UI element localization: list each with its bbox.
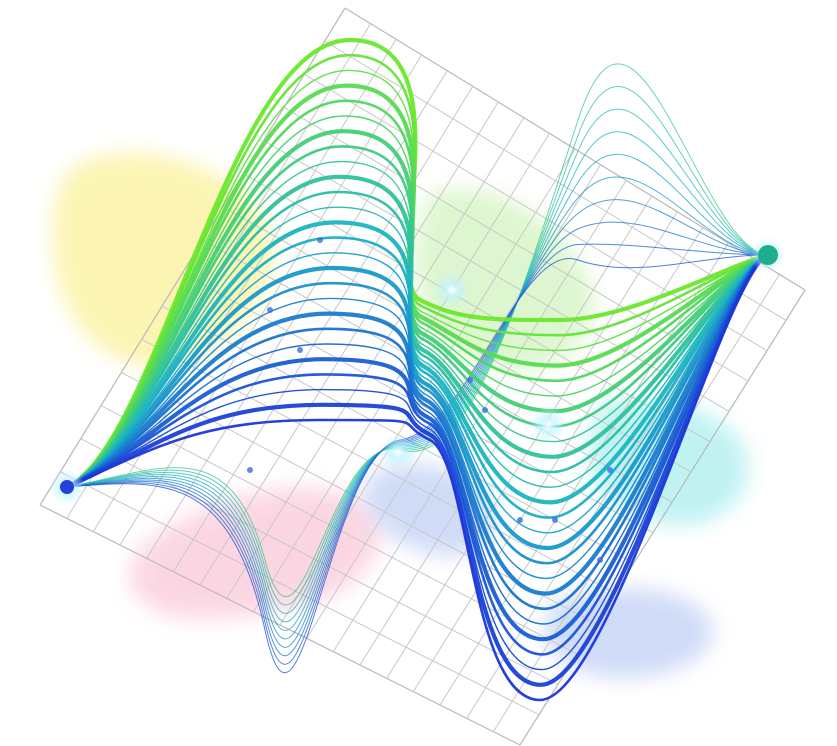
grid-line bbox=[141, 338, 616, 594]
wave-curve bbox=[64, 252, 771, 687]
grid-line bbox=[283, 106, 749, 382]
end-node bbox=[758, 245, 778, 265]
wave-curve bbox=[65, 253, 770, 565]
wave-curve bbox=[65, 253, 770, 656]
node-dot bbox=[297, 347, 303, 353]
wave-curves bbox=[64, 37, 771, 702]
grid-line bbox=[519, 289, 806, 746]
node-dot bbox=[552, 517, 558, 523]
wave-curve bbox=[65, 253, 770, 702]
grid-line bbox=[80, 438, 559, 685]
wave-curve bbox=[66, 252, 769, 534]
wave-curve bbox=[65, 190, 770, 489]
glow-spot bbox=[434, 272, 470, 308]
glow-spot bbox=[530, 407, 566, 443]
grid-line bbox=[263, 140, 730, 412]
grid-line bbox=[226, 117, 525, 599]
grid-line bbox=[324, 40, 787, 321]
grid-line bbox=[344, 7, 806, 291]
wave-curve bbox=[64, 252, 771, 551]
grid-line bbox=[243, 173, 711, 443]
node-dot bbox=[267, 307, 273, 313]
wave-curve bbox=[65, 236, 770, 519]
node-dot bbox=[247, 467, 253, 473]
wave-curve bbox=[66, 254, 769, 625]
node-dot bbox=[517, 517, 523, 523]
wave-curve bbox=[66, 254, 769, 580]
node-dot bbox=[597, 557, 603, 563]
node-dot bbox=[607, 467, 613, 473]
node-dot bbox=[482, 407, 488, 413]
wave-curve bbox=[64, 220, 771, 505]
grid-line bbox=[412, 227, 704, 692]
wave-curve bbox=[65, 253, 770, 611]
start-node bbox=[60, 480, 74, 494]
grid-line bbox=[359, 195, 653, 666]
node-dot bbox=[317, 237, 323, 243]
wave-curve bbox=[64, 252, 771, 642]
grid-line bbox=[386, 211, 678, 679]
wave-curve bbox=[64, 252, 771, 596]
grid-line bbox=[39, 504, 521, 746]
node-dot bbox=[467, 377, 473, 383]
mesh-line bbox=[66, 254, 769, 673]
node-dots bbox=[49, 237, 786, 563]
glow-spot bbox=[380, 434, 416, 470]
grid-line bbox=[199, 101, 499, 586]
